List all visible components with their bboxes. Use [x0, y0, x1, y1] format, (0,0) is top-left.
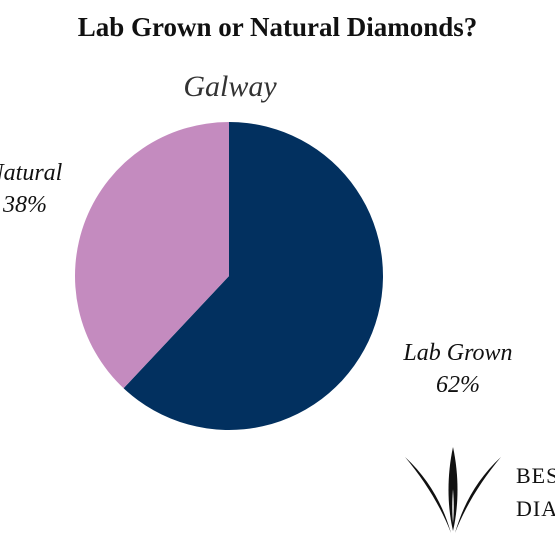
brand-name-line-1: BES [516, 463, 555, 488]
pie-slice-natural [75, 122, 229, 389]
slice-label-natural-name: Natural [0, 160, 63, 186]
pie-slice-lab-grown [123, 122, 383, 430]
slice-label-lab-grown-value: 62% [436, 372, 480, 398]
slice-label-natural-value: 38% [3, 192, 47, 218]
brand-name-line-2: DIAI [516, 496, 555, 521]
slice-label-natural: Natural 38% [0, 157, 90, 221]
brand-logo-icon [405, 447, 501, 533]
slice-label-lab-grown: Lab Grown 62% [383, 337, 533, 401]
chart-title: Lab Grown or Natural Diamonds? [77, 12, 478, 42]
chart-subtitle: Galway [183, 70, 277, 103]
slice-label-lab-grown-name: Lab Grown [403, 340, 513, 366]
